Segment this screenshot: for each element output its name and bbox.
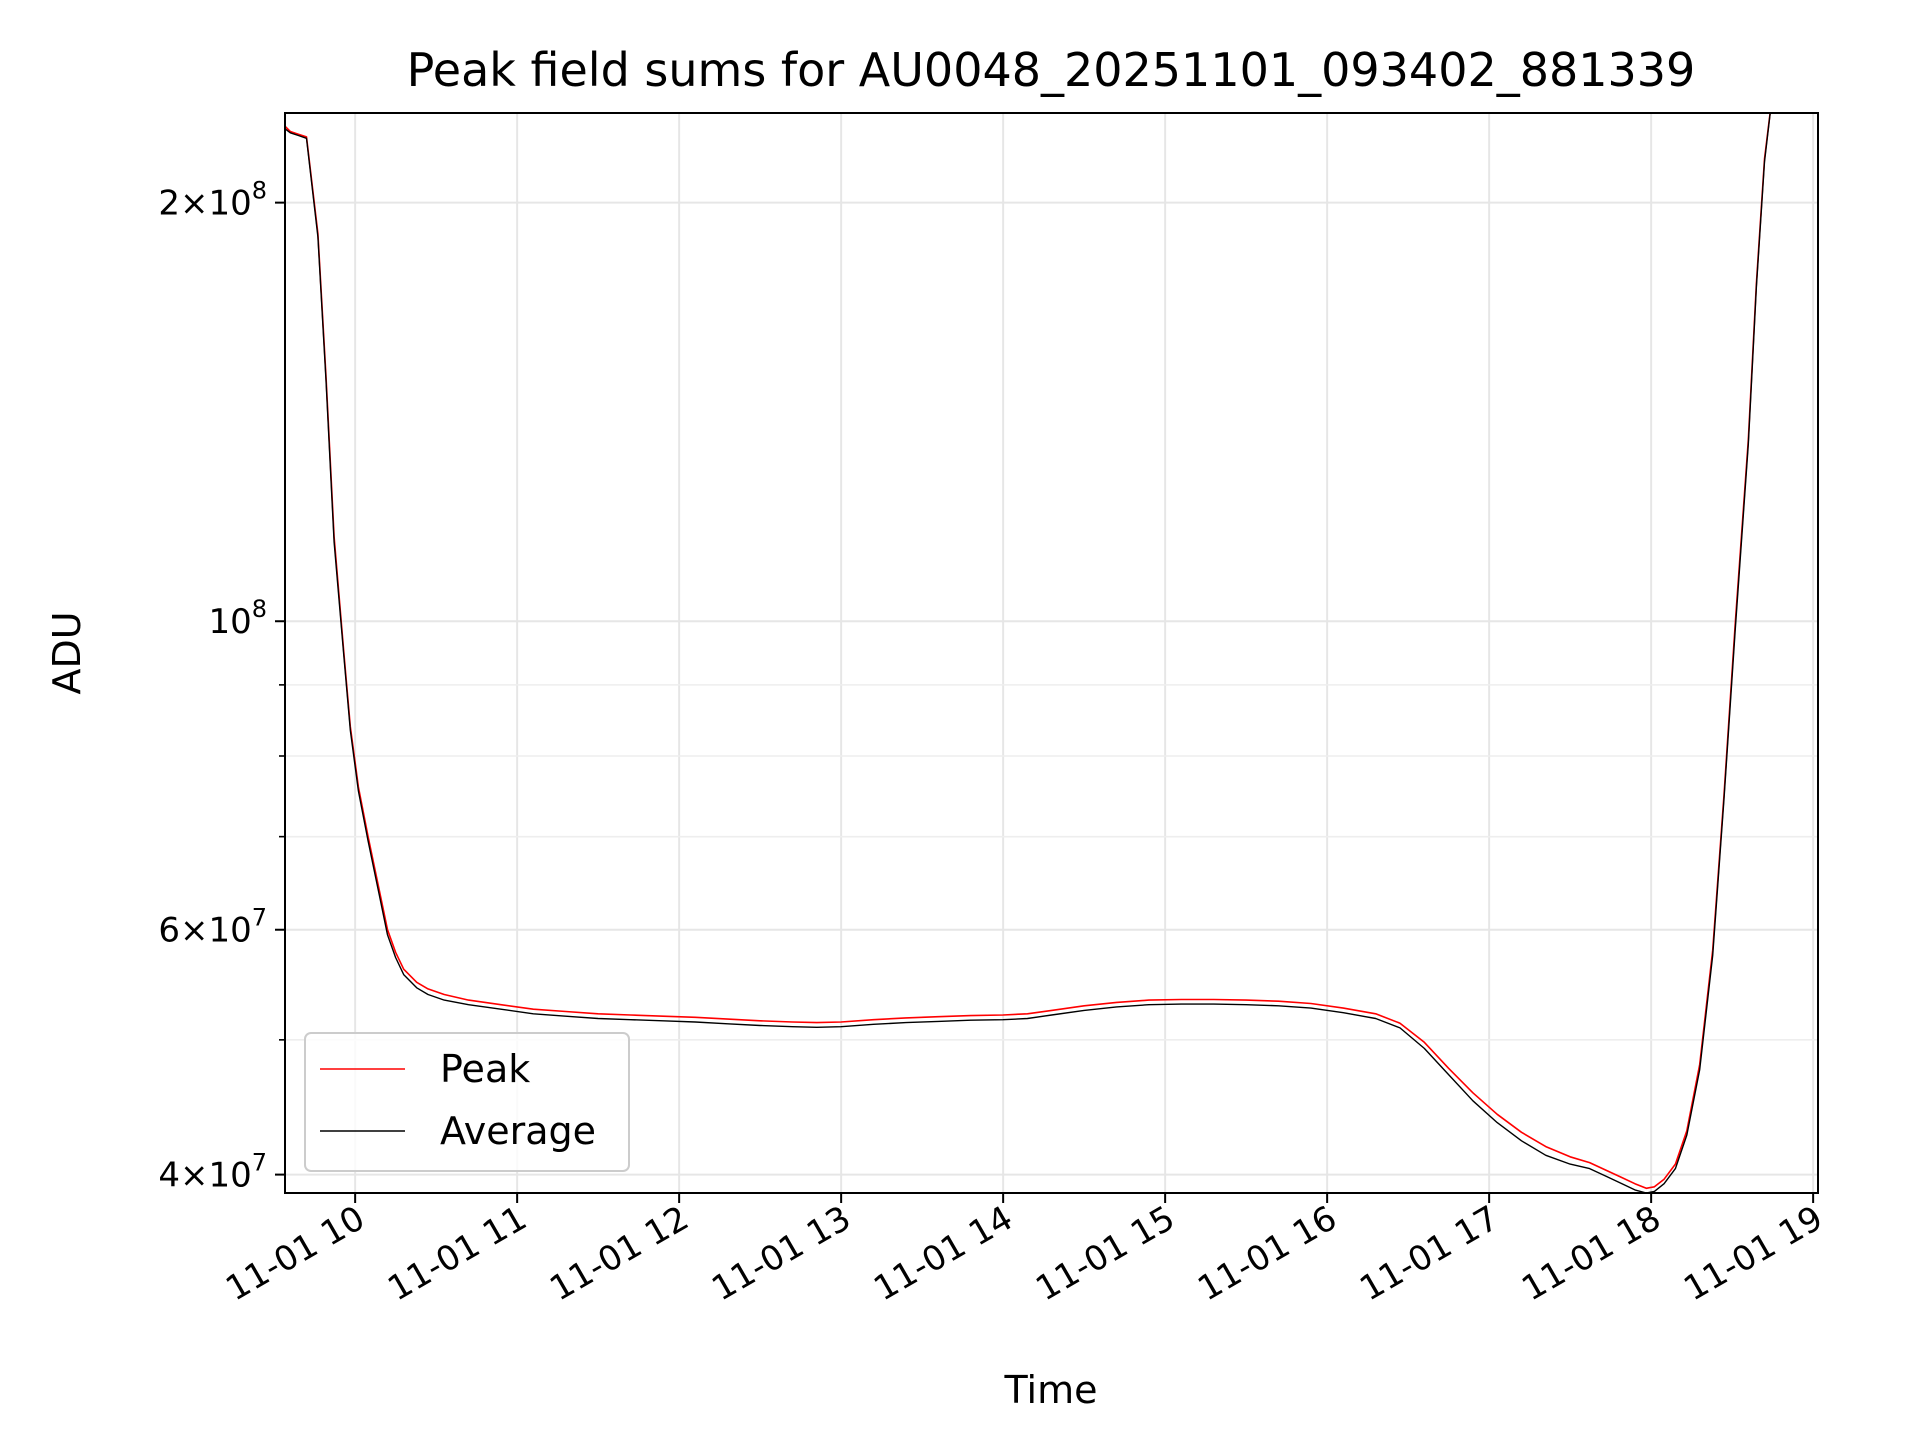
x-axis-label: Time <box>1004 1368 1098 1412</box>
y-tick-label: 108 <box>208 595 267 642</box>
y-axis-ticks: 4×107 6×107 108 2×108 <box>158 177 285 1196</box>
y-tick-label: 4×107 <box>158 1149 267 1196</box>
y-tick-label: 2×108 <box>158 177 267 224</box>
legend-label-average: Average <box>440 1109 596 1153</box>
plot-frame <box>284 112 1819 1194</box>
legend-box <box>304 1032 630 1172</box>
y-tick-label: 6×107 <box>158 904 267 951</box>
legend-label-peak: Peak <box>440 1047 530 1091</box>
plot-area <box>285 113 1818 1193</box>
legend: Peak Average <box>304 1032 630 1172</box>
chart-title: Peak field sums for AU0048_20251101_0934… <box>407 43 1696 97</box>
y-axis-label: ADU <box>45 611 89 694</box>
series-layer <box>285 113 1771 1193</box>
series-line-peak <box>285 113 1771 1190</box>
series-line-average <box>285 113 1771 1193</box>
grid <box>285 113 1818 1193</box>
